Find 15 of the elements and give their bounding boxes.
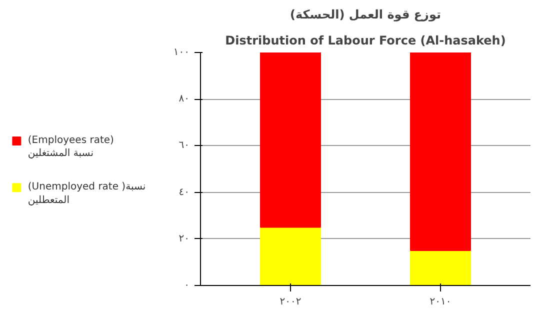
y-tick-label: ٦٠ xyxy=(178,140,190,152)
y-tick-label: ٠ xyxy=(184,280,190,291)
bar xyxy=(260,52,321,228)
y-tick-label: ٤٠ xyxy=(178,186,190,198)
legend-label: (Unemployed rate )نسبة المتعطلين xyxy=(28,182,146,206)
bar xyxy=(410,250,471,286)
chart-subtitle: Distribution of Labour Force (Al-hasakeh) xyxy=(225,34,506,48)
bar xyxy=(410,52,471,252)
y-tick-label: ٢٠ xyxy=(178,233,190,244)
x-tick-label: ٢٠١٠ xyxy=(430,296,452,308)
y-tick-label: ١٠٠ xyxy=(173,47,190,58)
y-tick-label: ٨٠ xyxy=(178,94,190,105)
chart-title: توزع قوة العمل (الحسكة) xyxy=(290,8,441,22)
bar xyxy=(260,226,321,286)
x-tick-label: ٢٠٠٢ xyxy=(280,296,302,308)
